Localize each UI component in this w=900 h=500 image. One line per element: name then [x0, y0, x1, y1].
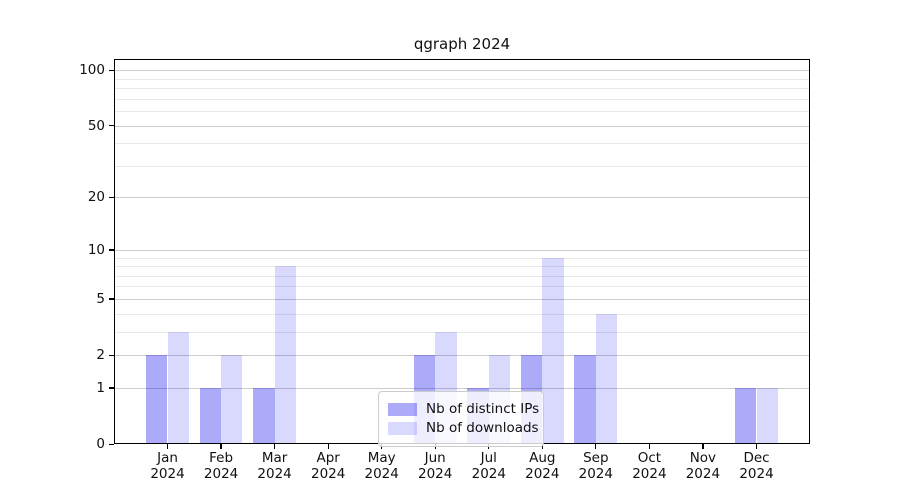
y-tick-label-100: 100 — [79, 62, 105, 79]
distinct-ips-bar-feb — [199, 387, 222, 444]
x-tick-label-apr: Apr 2024 — [311, 450, 346, 482]
y-tick-label-20: 20 — [87, 189, 105, 206]
chart-title: qgraph 2024 — [413, 35, 511, 53]
x-tick-8 — [541, 444, 543, 449]
y-tick-label-50: 50 — [87, 117, 105, 134]
gridline-minor-4 — [114, 313, 810, 315]
legend-row-distinct-ips: Nb of distinct IPs — [388, 401, 539, 417]
gridline-minor-90 — [114, 78, 810, 80]
gridline-major-100 — [114, 70, 810, 72]
gridline-minor-7 — [114, 275, 810, 277]
x-tick-10 — [648, 444, 651, 449]
x-tick-label-feb: Feb 2024 — [203, 450, 239, 482]
x-tick-11 — [702, 444, 704, 449]
x-tick-12 — [755, 444, 758, 449]
gridline-major-20 — [114, 197, 810, 199]
gridline-major-5 — [114, 298, 810, 300]
legend-swatch-distinct-ips — [388, 402, 417, 416]
x-tick-label-mar: Mar 2024 — [257, 450, 292, 482]
gridline-minor-6 — [114, 286, 810, 288]
x-tick-label-jul: Jul 2024 — [471, 450, 506, 482]
y-tick-10 — [109, 249, 114, 251]
plot-frame — [114, 59, 810, 444]
distinct-ips-bar-mar — [253, 387, 275, 444]
x-tick-label-may: May 2024 — [364, 450, 399, 482]
legend-row-downloads: Nb of downloads — [388, 420, 539, 436]
y-tick-1 — [109, 387, 114, 389]
downloads-bar-dec — [756, 387, 778, 444]
gridline-major-1 — [114, 387, 810, 389]
y-tick-0 — [109, 443, 114, 445]
y-tick-label-0: 0 — [96, 436, 105, 452]
legend: Nb of distinct IPs Nb of downloads — [378, 391, 544, 447]
gridline-minor-70 — [114, 98, 810, 100]
gridline-minor-40 — [114, 143, 810, 145]
x-tick-1 — [166, 444, 169, 449]
gridline-minor-30 — [114, 165, 810, 167]
downloads-bar-feb — [221, 355, 243, 444]
x-tick-3 — [273, 444, 276, 449]
gridline-major-10 — [114, 249, 810, 251]
downloads-bar-jan — [167, 331, 189, 444]
x-tick-label-dec: Dec 2024 — [739, 450, 774, 482]
y-tick-100 — [109, 69, 114, 72]
gridline-major-2 — [114, 355, 810, 356]
x-tick-label-jan: Jan 2024 — [150, 450, 185, 482]
y-tick-label-5: 5 — [96, 290, 105, 307]
gridline-minor-60 — [114, 111, 810, 113]
y-tick-label-10: 10 — [87, 241, 105, 258]
gridline-minor-3 — [114, 331, 810, 333]
x-tick-label-nov: Nov 2024 — [685, 450, 721, 482]
y-tick-50 — [109, 125, 114, 127]
y-tick-5 — [109, 298, 114, 300]
x-tick-2 — [220, 444, 222, 449]
y-tick-label-2: 2 — [96, 347, 105, 363]
gridline-minor-80 — [114, 88, 810, 90]
x-tick-label-jun: Jun 2024 — [418, 450, 453, 482]
y-tick-label-1: 1 — [96, 379, 105, 396]
gridline-minor-8 — [114, 266, 810, 267]
legend-label-downloads: Nb of downloads — [426, 420, 539, 436]
downloads-bar-sep — [595, 313, 618, 444]
gridline-minor-9 — [114, 257, 810, 259]
x-tick-9 — [595, 444, 597, 449]
x-tick-label-aug: Aug 2024 — [525, 450, 560, 482]
downloads-bar-mar — [274, 266, 296, 444]
y-tick-20 — [109, 196, 114, 199]
distinct-ips-bar-sep — [574, 355, 596, 444]
downloads-bar-aug — [542, 257, 564, 444]
distinct-ips-bar-dec — [735, 387, 757, 444]
x-tick-label-oct: Oct 2024 — [632, 450, 667, 482]
distinct-ips-bar-jan — [146, 355, 168, 444]
x-tick-4 — [327, 444, 329, 449]
legend-swatch-downloads — [388, 421, 417, 435]
x-tick-label-sep: Sep 2024 — [578, 450, 613, 482]
y-tick-2 — [109, 354, 114, 356]
legend-label-distinct-ips: Nb of distinct IPs — [426, 401, 540, 417]
plot-area: Nb of distinct IPs Nb of downloads — [114, 59, 810, 447]
gridline-major-50 — [114, 125, 810, 127]
